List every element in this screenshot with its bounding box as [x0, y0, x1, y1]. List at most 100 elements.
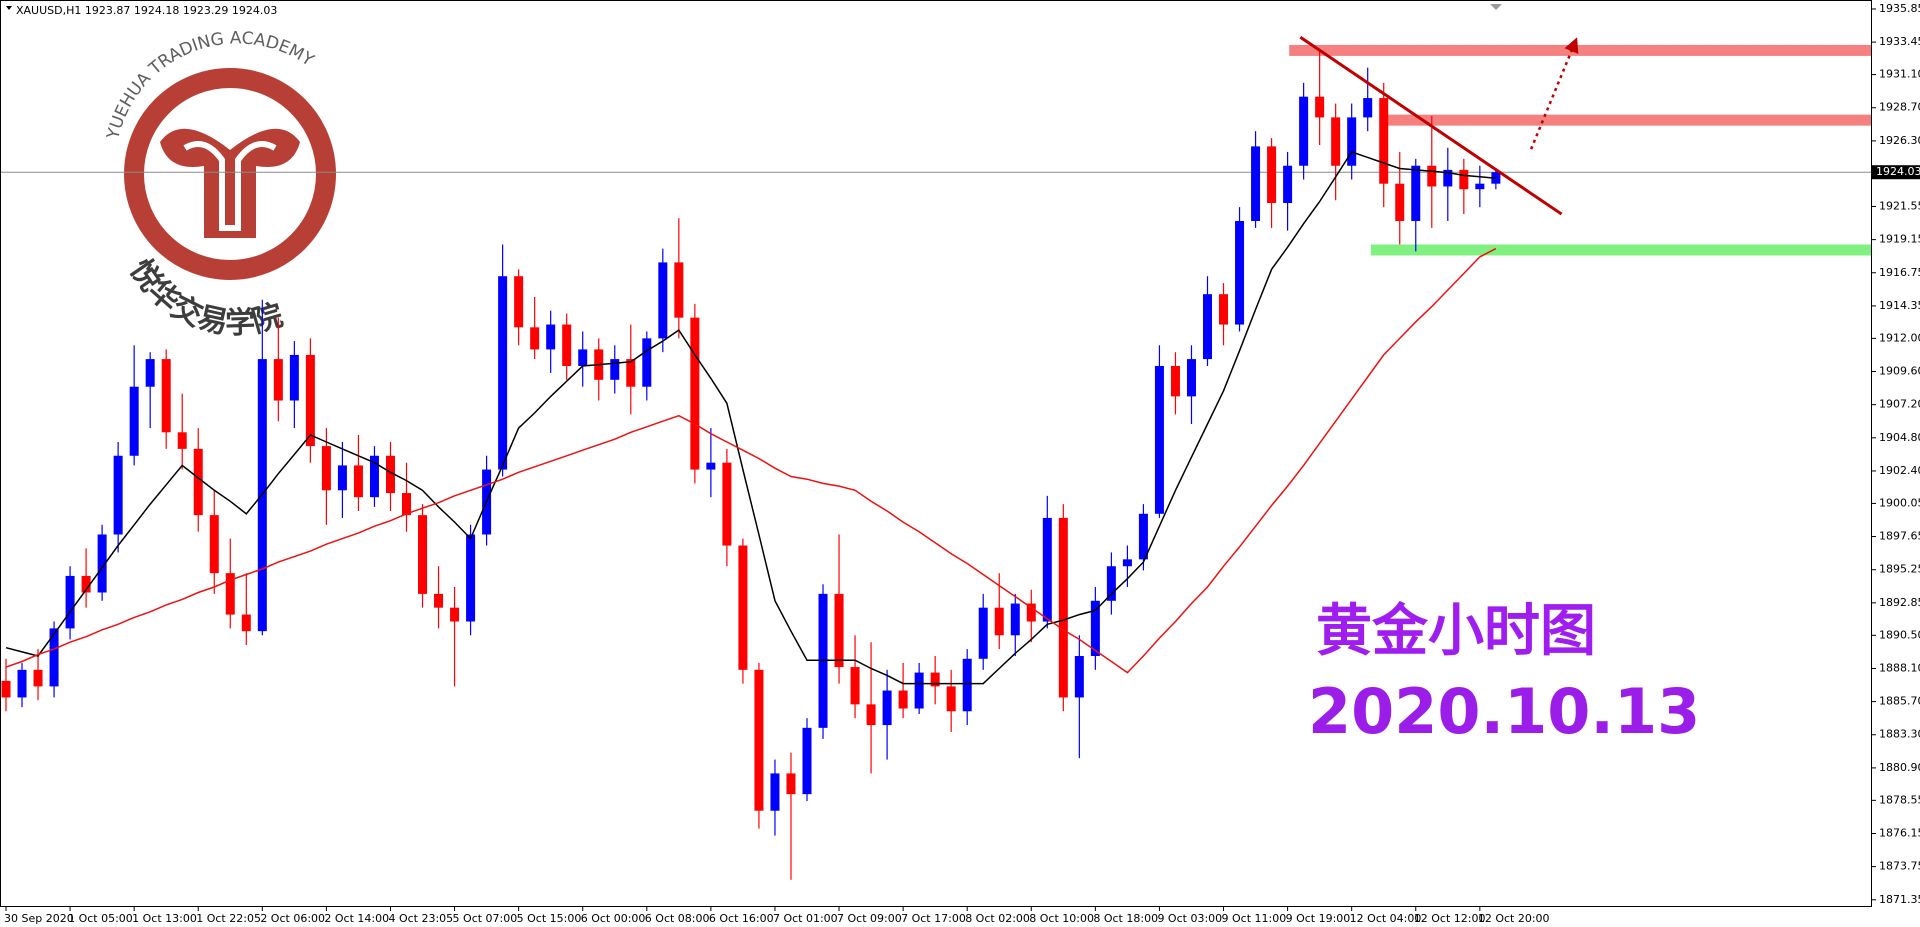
candle-body [1475, 183, 1485, 190]
candle-body [1058, 517, 1068, 698]
y-tick-label: 1888.10 [1879, 661, 1920, 674]
candle-body [1283, 165, 1293, 204]
y-tick-label: 1873.75 [1879, 860, 1920, 873]
y-tick-label: 1919.15 [1879, 233, 1920, 246]
candle-body [1411, 165, 1421, 221]
price-zone [1289, 44, 1871, 56]
candle-body [1299, 96, 1309, 166]
x-tick-label: 7 Oct 09:00 [837, 912, 902, 925]
y-tick-label: 1926.30 [1879, 134, 1920, 147]
y-tick-label: 1878.55 [1879, 793, 1920, 806]
plot-frame [0, 0, 1872, 907]
scroll-marker [1490, 4, 1502, 10]
candle-body [546, 324, 556, 350]
candle-body [898, 690, 908, 709]
candle-body [17, 669, 27, 698]
candle-body [930, 672, 940, 687]
x-tick-label: 12 Oct 12:00 [1414, 912, 1486, 925]
candle-body [1219, 294, 1229, 325]
candle-body [978, 607, 988, 659]
y-tick-label: 1935.85 [1879, 2, 1920, 15]
x-tick-label: 1 Oct 22:05 [196, 912, 261, 925]
price-zone [1383, 114, 1871, 126]
candle-body [514, 276, 524, 328]
x-tick-label: 1 Oct 13:00 [132, 912, 197, 925]
candle-body [1395, 183, 1405, 221]
trend-line [1299, 36, 1563, 216]
candle-body [385, 455, 395, 494]
candle-body [1331, 117, 1341, 166]
candle-body [225, 573, 235, 615]
candle-body [129, 386, 139, 456]
candle-body [450, 607, 460, 622]
y-tick-label: 1904.80 [1879, 431, 1920, 444]
candle-body [1186, 359, 1196, 397]
candle-body [1154, 365, 1164, 514]
y-tick-label: 1931.10 [1879, 68, 1920, 81]
x-tick-label: 8 Oct 02:00 [965, 912, 1030, 925]
candle-body [1267, 146, 1277, 204]
candle-body [578, 349, 588, 366]
candle-body [1379, 98, 1389, 184]
y-tick-label: 1916.75 [1879, 266, 1920, 279]
candle-body [1235, 220, 1245, 325]
x-tick-label: 9 Oct 11:00 [1222, 912, 1287, 925]
logo-ring [124, 68, 336, 280]
annotation-date: 2020.10.13 [1308, 675, 1700, 748]
title-arrow [6, 6, 12, 10]
candle-body [193, 448, 203, 516]
y-tick-label: 1897.65 [1879, 530, 1920, 543]
candle-body [273, 359, 283, 401]
y-tick-label: 1890.50 [1879, 628, 1920, 641]
candle-body [1090, 600, 1100, 657]
x-tick-label: 9 Oct 19:00 [1286, 912, 1351, 925]
candle-body [353, 465, 363, 498]
moving-average [5, 150, 1496, 685]
candle-body [466, 534, 476, 622]
candle-body [850, 667, 860, 705]
logo-symbol-cut [183, 141, 277, 231]
candle-body [33, 669, 43, 687]
logo-symbol [160, 128, 300, 238]
x-tick-label: 5 Oct 15:00 [517, 912, 582, 925]
candle-body [994, 607, 1004, 636]
trend-line [1529, 37, 1579, 150]
y-tick-label: 1928.70 [1879, 101, 1920, 114]
y-tick-label: 1883.30 [1879, 728, 1920, 741]
candle-body [97, 534, 107, 593]
candle-body [289, 354, 299, 401]
x-tick-label: 8 Oct 10:00 [1029, 912, 1094, 925]
y-tick-label: 1871.35 [1879, 893, 1920, 906]
candle-body [786, 773, 796, 795]
plot-layer [0, 44, 1871, 256]
candle-body [65, 575, 75, 629]
candle-body [882, 690, 892, 726]
candle-body [562, 324, 572, 366]
x-tick-label: 12 Oct 20:00 [1478, 912, 1550, 925]
candle-body [369, 455, 379, 498]
x-tick-label: 1 Oct 05:00 [68, 912, 133, 925]
x-tick-label: 12 Oct 04:00 [1350, 912, 1422, 925]
candle-body [1074, 656, 1084, 698]
candle-body [145, 359, 155, 387]
x-tick-label: 4 Oct 23:05 [388, 912, 453, 925]
candle-body [866, 704, 876, 726]
x-tick-label: 9 Oct 03:00 [1157, 912, 1222, 925]
candle-body [1443, 169, 1453, 187]
y-tick-label: 1933.45 [1879, 35, 1920, 48]
candle-body [81, 575, 91, 593]
chart-title: XAUUSD,H1 1923.87 1924.18 1923.29 1924.0… [16, 4, 277, 17]
x-tick-label: 7 Oct 01:00 [773, 912, 838, 925]
candle-body [642, 338, 652, 387]
x-tick-label: 30 Sep 2020 [4, 912, 74, 925]
candle-body [1042, 517, 1052, 622]
annotation-cn: 黄金小时图 [1316, 598, 1596, 664]
moving-average [5, 247, 1497, 674]
candle-body [1, 680, 11, 698]
x-tick-label: 7 Oct 17:00 [901, 912, 966, 925]
candle-body [241, 614, 251, 632]
y-tick-label: 1892.85 [1879, 596, 1920, 609]
candle-body [1122, 559, 1132, 567]
candle-body [321, 446, 331, 491]
